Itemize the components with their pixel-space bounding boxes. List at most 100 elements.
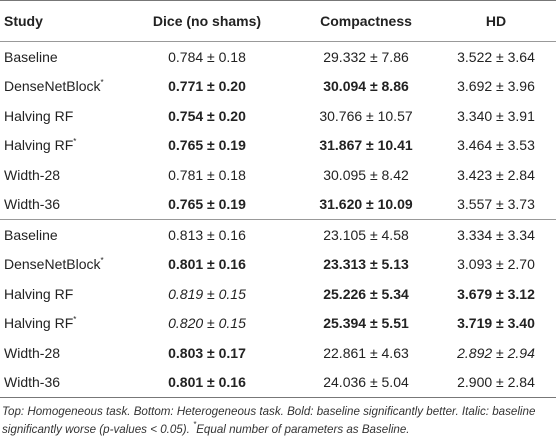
table-row: Baseline 0.813 ± 0.16 23.105 ± 4.58 3.334 ±… (0, 219, 556, 250)
cell-text: 0.754 ± 0.20 (168, 107, 246, 124)
cell-text: 3.464 ± 3.53 (457, 137, 535, 154)
cell-text: 25.394 ± 5.51 (323, 315, 409, 332)
cell-text: 30.766 ± 10.57 (319, 107, 413, 124)
row-label: Width-36 (0, 190, 118, 220)
cell: 3.522 ± 3.64 (436, 42, 556, 72)
cell-text: 3.557 ± 3.73 (457, 196, 535, 213)
row-label: Halving RF* (0, 131, 118, 161)
column-header: Study (0, 0, 118, 42)
column-header: HD (436, 0, 556, 42)
cell-text: Halving RF (4, 107, 74, 124)
row-label: Width-28 (0, 160, 118, 190)
cell-text: 0.771 ± 0.20 (168, 78, 246, 95)
cell-text: 23.105 ± 4.58 (323, 226, 409, 243)
row-label: Halving RF* (0, 309, 118, 339)
cell-text: 23.313 ± 5.13 (323, 256, 409, 273)
cell: 0.819 ± 0.15 (118, 279, 296, 309)
cell: 2.892 ± 2.94 (436, 338, 556, 368)
cell: 0.765 ± 0.19 (118, 190, 296, 220)
cell: 0.765 ± 0.19 (118, 131, 296, 161)
cell: 0.820 ± 0.15 (118, 309, 296, 339)
cell-text: 0.819 ± 0.15 (168, 285, 246, 302)
footnote-marker: * (100, 256, 104, 266)
cell-text: 0.784 ± 0.18 (168, 48, 246, 65)
table-row: Halving RF 0.754 ± 0.20 30.766 ± 10.57 3.34… (0, 101, 556, 131)
table-row: DenseNetBlock* 0.801 ± 0.16 23.313 ± 5.13 3… (0, 250, 556, 280)
row-label: Width-28 (0, 338, 118, 368)
cell: 24.036 ± 5.04 (296, 367, 436, 398)
cell-text: 25.226 ± 5.34 (323, 285, 409, 302)
cell-text: 2.892 ± 2.94 (457, 344, 535, 361)
caption-note: Equal number of parameters as Baseline. (196, 423, 410, 436)
table-row: DenseNetBlock* 0.771 ± 0.20 30.094 ± 8.86 3… (0, 72, 556, 102)
cell: 0.803 ± 0.17 (118, 338, 296, 368)
table-row: Width-36 0.765 ± 0.19 31.620 ± 10.09 3.557 … (0, 190, 556, 220)
cell: 23.105 ± 4.58 (296, 219, 436, 250)
table-row: Halving RF 0.819 ± 0.15 25.226 ± 5.34 3.679… (0, 279, 556, 309)
cell: 23.313 ± 5.13 (296, 250, 436, 280)
cell-text: 0.801 ± 0.16 (168, 256, 246, 273)
cell: 0.801 ± 0.16 (118, 250, 296, 280)
cell-text: 2.900 ± 2.84 (457, 374, 535, 391)
table-row: Halving RF* 0.820 ± 0.15 25.394 ± 5.51 3.71… (0, 309, 556, 339)
cell: 0.771 ± 0.20 (118, 72, 296, 102)
cell-text: 24.036 ± 5.04 (323, 374, 409, 391)
cell-text: Width-36 (4, 196, 61, 213)
cell: 30.095 ± 8.42 (296, 160, 436, 190)
cell: 3.679 ± 3.12 (436, 279, 556, 309)
cell: 0.754 ± 0.20 (118, 101, 296, 131)
cell: 31.620 ± 10.09 (296, 190, 436, 220)
cell: 22.861 ± 4.63 (296, 338, 436, 368)
cell-text: 30.094 ± 8.86 (323, 78, 409, 95)
table-row: Width-36 0.801 ± 0.16 24.036 ± 5.04 2.900 ±… (0, 367, 556, 398)
row-label: Baseline (0, 219, 118, 250)
cell-text: Baseline (4, 226, 58, 243)
cell: 3.719 ± 3.40 (436, 309, 556, 339)
cell: 29.332 ± 7.86 (296, 42, 436, 72)
cell: 3.692 ± 3.96 (436, 72, 556, 102)
cell-text: Width-28 (4, 344, 61, 361)
cell-text: 3.692 ± 3.96 (457, 78, 535, 95)
cell-text: 0.765 ± 0.19 (168, 137, 246, 154)
table-row: Width-28 0.781 ± 0.18 30.095 ± 8.42 3.423 ±… (0, 160, 556, 190)
cell: 0.813 ± 0.16 (118, 219, 296, 250)
cell-text: 3.340 ± 3.91 (457, 107, 535, 124)
cell-text: Width-36 (4, 374, 61, 391)
cell-text: Halving RF (4, 137, 74, 154)
row-label: Width-36 (0, 367, 118, 398)
cell-text: 0.820 ± 0.15 (168, 315, 246, 332)
row-label: Halving RF (0, 101, 118, 131)
cell-text: 3.423 ± 2.84 (457, 166, 535, 183)
footnote-marker: * (73, 315, 77, 325)
cell-text: DenseNetBlock (4, 78, 101, 95)
footnote-marker: * (100, 78, 104, 88)
caption-marker: * (193, 420, 197, 429)
row-label: Halving RF (0, 279, 118, 309)
cell-text: 31.867 ± 10.41 (319, 137, 413, 154)
cell: 25.394 ± 5.51 (296, 309, 436, 339)
cell: 3.557 ± 3.73 (436, 190, 556, 220)
caption-text: Top: Homogeneous task. Bottom: Heterogen… (2, 405, 536, 436)
row-label: Baseline (0, 42, 118, 72)
cell-text: Halving RF (4, 285, 74, 302)
cell: 3.340 ± 3.91 (436, 101, 556, 131)
cell: 3.423 ± 2.84 (436, 160, 556, 190)
table-row: Width-28 0.803 ± 0.17 22.861 ± 4.63 2.892 ±… (0, 338, 556, 368)
caption: Top: Homogeneous task. Bottom: Heterogen… (0, 398, 556, 439)
column-header: Compactness (296, 0, 436, 42)
cell-text: Width-28 (4, 166, 61, 183)
cell-text: 22.861 ± 4.63 (323, 344, 409, 361)
cell: 0.781 ± 0.18 (118, 160, 296, 190)
cell-text: 0.781 ± 0.18 (168, 166, 246, 183)
cell: 25.226 ± 5.34 (296, 279, 436, 309)
footnote-marker: * (73, 137, 77, 147)
table-row: Baseline 0.784 ± 0.18 29.332 ± 7.86 3.522 ±… (0, 42, 556, 72)
results-table: Study Dice (no shams) Compactness HD Baseli… (0, 0, 556, 398)
row-label: DenseNetBlock* (0, 72, 118, 102)
cell-text: 0.803 ± 0.17 (168, 344, 246, 361)
cell-text: 30.095 ± 8.42 (323, 166, 409, 183)
cell-text: 0.765 ± 0.19 (168, 196, 246, 213)
cell-text: 3.719 ± 3.40 (457, 315, 535, 332)
cell: 0.784 ± 0.18 (118, 42, 296, 72)
